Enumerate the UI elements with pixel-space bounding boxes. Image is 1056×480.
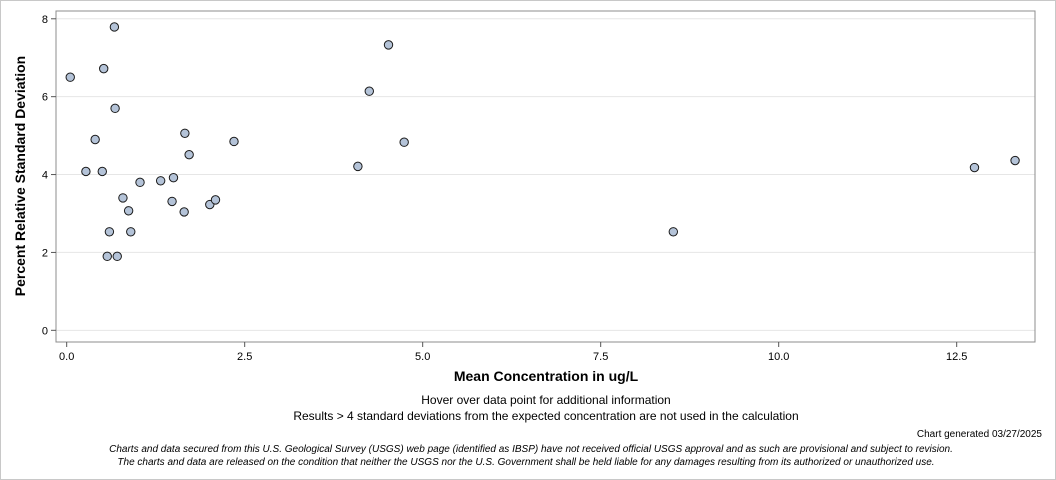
data-point: [184, 149, 194, 160]
data-points: [65, 22, 1020, 262]
data-point: [110, 103, 120, 114]
data-point: [969, 162, 980, 173]
y-tick-label: 8: [42, 14, 48, 26]
data-point: [81, 166, 91, 177]
y-tick-label: 2: [42, 247, 48, 259]
data-point: [118, 193, 128, 203]
x-tick-label: 12.5: [946, 351, 967, 363]
axes: 0 2 4 6 8 0.0 2.5 5.0 7.5 10.0 12.5: [42, 14, 968, 363]
disclaimer-line-2: The charts and data are released on the …: [117, 457, 935, 468]
data-point: [102, 251, 112, 262]
x-tick-label: 2.5: [237, 351, 252, 363]
x-tick-label: 0.0: [59, 351, 74, 363]
data-point: [155, 176, 166, 186]
data-point: [123, 206, 134, 216]
data-point: [1010, 155, 1020, 166]
x-tick-label: 10.0: [768, 351, 789, 363]
data-point: [112, 251, 122, 262]
data-point: [109, 22, 120, 32]
data-point: [668, 227, 679, 237]
data-point: [364, 86, 374, 96]
data-point: [99, 63, 109, 74]
x-tick-label: 5.0: [415, 351, 430, 363]
data-point: [210, 195, 221, 205]
y-tick-label: 0: [42, 325, 48, 337]
data-point: [135, 177, 145, 188]
y-tick-label: 4: [42, 170, 48, 182]
x-axis-label: Mean Concentration in ug/L: [453, 368, 639, 384]
plot-area-border: [55, 10, 1036, 343]
data-point: [229, 136, 239, 147]
y-axis-label: Percent Relative Standard Deviation: [12, 55, 28, 297]
data-point: [90, 134, 100, 145]
results-note: Results > 4 standard deviations from the…: [293, 409, 799, 423]
data-point: [126, 227, 136, 237]
data-point: [167, 196, 177, 207]
hover-note: Hover over data point for additional inf…: [421, 393, 671, 407]
data-point: [97, 166, 107, 177]
x-tick-label: 7.5: [593, 351, 608, 363]
data-point: [179, 207, 189, 217]
grid-lines: [56, 18, 1035, 331]
data-point: [104, 227, 115, 237]
data-point: [399, 137, 409, 147]
data-point: [353, 161, 363, 172]
data-point: [383, 40, 394, 50]
data-point: [65, 72, 75, 82]
data-point: [168, 172, 179, 183]
chart-generated-date: Chart generated 03/27/2025: [916, 429, 1042, 440]
data-point: [180, 128, 190, 138]
y-tick-label: 6: [42, 92, 48, 104]
disclaimer-line-1: Charts and data secured from this U.S. G…: [109, 444, 953, 455]
